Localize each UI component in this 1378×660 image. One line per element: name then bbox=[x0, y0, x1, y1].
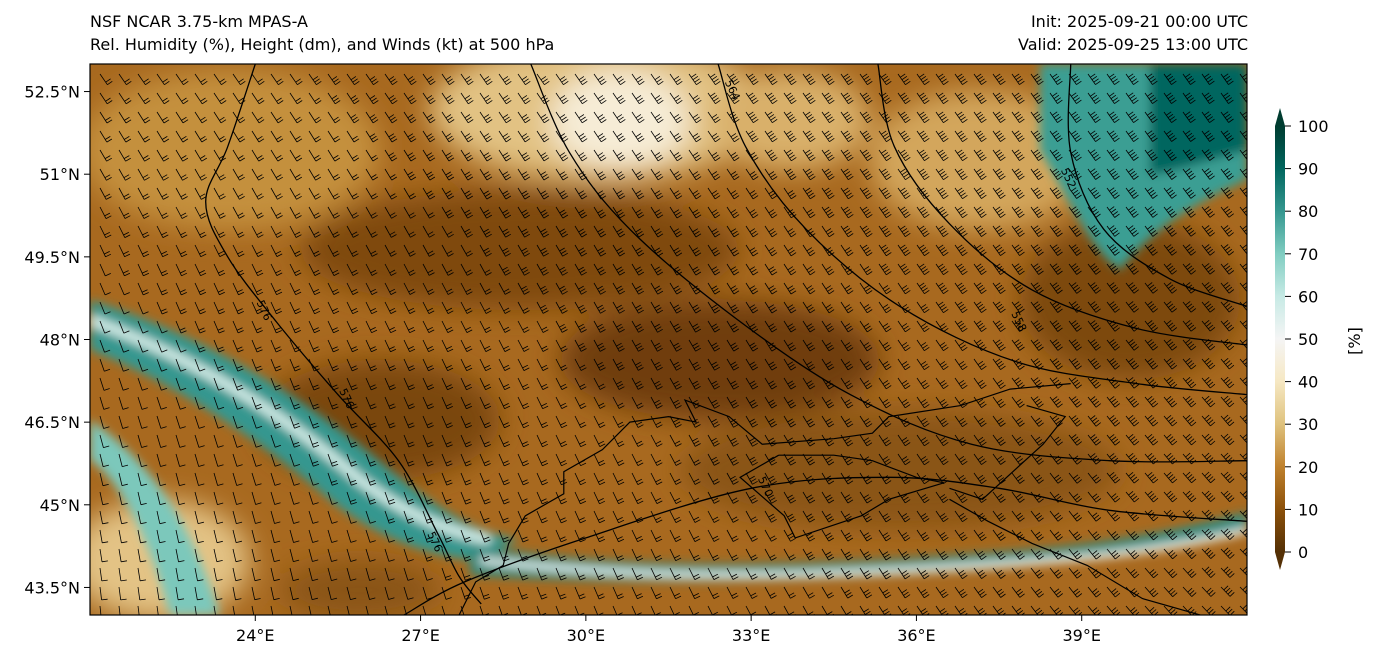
height-contour bbox=[717, 64, 1247, 396]
height-contour bbox=[403, 476, 1247, 615]
colorbar-tick-label: 20 bbox=[1298, 458, 1318, 477]
model-title: NSF NCAR 3.75-km MPAS-A bbox=[90, 12, 308, 31]
lon-axis: 24°E 27°E 30°E 33°E 36°E 39°E bbox=[236, 615, 1101, 645]
lat-tick-label: 49.5°N bbox=[24, 248, 80, 267]
height-contour bbox=[877, 64, 1247, 346]
colorbar-tick-label: 60 bbox=[1298, 287, 1318, 306]
lon-tick-label: 33°E bbox=[732, 626, 770, 645]
lat-axis: 52.5°N 51°N 49.5°N 48°N 46.5°N 45°N 43.5°N bbox=[24, 83, 90, 597]
lon-tick-label: 27°E bbox=[401, 626, 439, 645]
colorbar-tick-label: 90 bbox=[1298, 160, 1318, 179]
coastline bbox=[949, 498, 1203, 615]
lat-tick-label: 43.5°N bbox=[24, 578, 80, 597]
height-contours bbox=[205, 64, 1247, 615]
lat-tick-label: 45°N bbox=[40, 496, 80, 515]
coastline bbox=[739, 454, 945, 539]
colorbar-tick-label: 0 bbox=[1298, 543, 1308, 562]
valid-time: Valid: 2025-09-25 13:00 UTC bbox=[1017, 35, 1248, 54]
colorbar-label: [%] bbox=[1345, 327, 1364, 355]
colorbar-ticks: 0 10 20 30 40 50 60 70 80 90 100 bbox=[1285, 117, 1329, 562]
lat-tick-label: 52.5°N bbox=[24, 83, 80, 102]
lat-tick-label: 48°N bbox=[40, 331, 80, 350]
colorbar-tick-label: 50 bbox=[1298, 330, 1318, 349]
lon-tick-label: 24°E bbox=[236, 626, 274, 645]
height-contour bbox=[1067, 64, 1247, 308]
wind-barbs bbox=[99, 73, 1247, 615]
colorbar-extend-max bbox=[1275, 108, 1285, 126]
colorbar-bar bbox=[1275, 126, 1285, 552]
init-time: Init: 2025-09-21 00:00 UTC bbox=[1030, 12, 1248, 31]
colorbar-tick-label: 80 bbox=[1298, 202, 1318, 221]
coastline bbox=[458, 383, 1071, 615]
lat-tick-label: 51°N bbox=[40, 165, 80, 184]
lat-tick-label: 46.5°N bbox=[24, 413, 80, 432]
colorbar-extend-min bbox=[1275, 552, 1285, 570]
colorbar-tick-label: 40 bbox=[1298, 373, 1318, 392]
coastline bbox=[949, 405, 1067, 500]
coastlines bbox=[458, 383, 1203, 615]
colorbar-tick-label: 100 bbox=[1298, 117, 1329, 136]
lon-tick-label: 30°E bbox=[567, 626, 605, 645]
colorbar: 0 10 20 30 40 50 60 70 80 90 100 [%] bbox=[1275, 108, 1364, 570]
colorbar-tick-label: 30 bbox=[1298, 415, 1318, 434]
colorbar-tick-label: 70 bbox=[1298, 245, 1318, 264]
height-contour bbox=[530, 64, 1247, 463]
colorbar-tick-label: 10 bbox=[1298, 500, 1318, 519]
lon-tick-label: 39°E bbox=[1062, 626, 1100, 645]
height-contour bbox=[205, 64, 482, 605]
lon-tick-label: 36°E bbox=[897, 626, 935, 645]
product-title: Rel. Humidity (%), Height (dm), and Wind… bbox=[90, 35, 555, 54]
